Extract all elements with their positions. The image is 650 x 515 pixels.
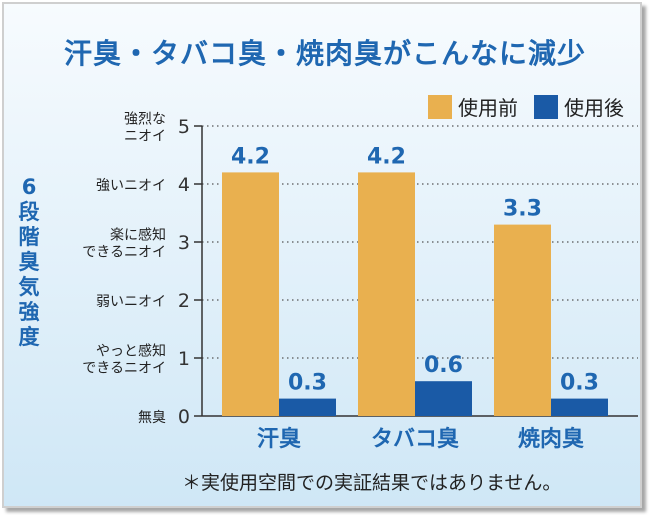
y-tick-description-1-1: できるニオイ [82,361,166,377]
x-category-label-2: 焼肉臭 [518,426,584,452]
value-label-after-1: 0.6 [424,353,463,378]
y-tick-label-4: 4 [178,174,190,196]
y-tick-label-2: 2 [178,290,190,312]
legend-label-after: 使用後 [564,96,624,120]
y-axis-label: 6段階臭気強度 [18,175,40,349]
y-tick-label-5: 5 [178,116,190,138]
value-label-before-0: 4.2 [231,144,270,169]
y-tick-description-1-0: やっと感知 [96,343,166,360]
legend-label-before: 使用前 [458,96,518,120]
footnote: ＊実使用空間での実証結果ではありません。 [182,472,562,494]
legend-swatch-after [534,94,558,119]
y-tick-description-2-0: 弱いニオイ [96,294,166,310]
value-label-before-2: 3.3 [503,197,542,222]
legend-item-after: 使用後 [534,92,624,121]
y-tick-label-1: 1 [178,348,190,370]
y-tick-description-3-1: できるニオイ [82,245,166,261]
bar-after-2 [551,398,608,416]
y-tick-description-4-0: 強いニオイ [96,178,166,194]
legend-item-before: 使用前 [428,92,518,121]
value-label-after-0: 0.3 [288,371,327,396]
bar-before-1 [358,172,415,416]
bar-after-1 [415,381,472,416]
chart-title: 汗臭・タバコ臭・焼肉臭がこんなに減少 [63,37,586,70]
y-tick-description-0-0: 無臭 [138,410,166,426]
y-tick-label-0: 0 [178,406,190,428]
bar-before-0 [222,172,279,416]
x-category-label-1: タバコ臭 [371,426,459,452]
value-label-after-2: 0.3 [560,371,599,396]
x-category-label-0: 汗臭 [257,426,301,452]
legend: 使用前 使用後 [418,92,624,121]
y-tick-label-3: 3 [178,232,190,254]
value-label-before-1: 4.2 [367,144,406,169]
bar-before-2 [494,224,551,416]
bar-after-0 [279,398,336,416]
y-tick-description-5-0: 強烈な [124,112,166,128]
y-tick-description-5-1: ニオイ [124,129,166,145]
y-tick-description-3-0: 楽に感知 [110,227,166,244]
legend-swatch-before [428,94,452,119]
